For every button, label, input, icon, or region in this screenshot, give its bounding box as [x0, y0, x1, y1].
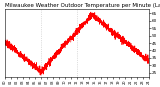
Text: Milwaukee Weather Outdoor Temperature per Minute (Last 24 Hours): Milwaukee Weather Outdoor Temperature pe… — [5, 3, 160, 8]
